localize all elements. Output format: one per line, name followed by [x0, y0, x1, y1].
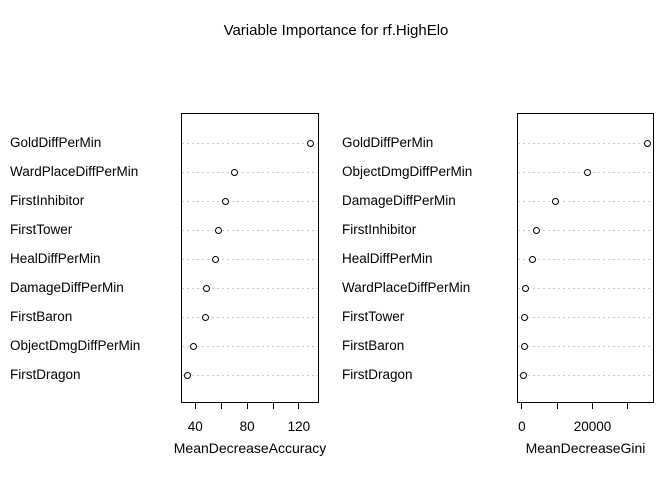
data-point: [203, 284, 211, 292]
data-point: [533, 226, 541, 234]
x-tick-label: 120: [287, 419, 311, 434]
x-tick-label: 20000: [573, 419, 612, 434]
x-tick: [272, 403, 274, 409]
gridline: [518, 288, 653, 289]
category-label: ObjectDmgDiffPerMin: [10, 338, 141, 353]
x-tick: [194, 403, 196, 409]
category-label: DamageDiffPerMin: [342, 193, 456, 208]
category-label: FirstTower: [10, 222, 73, 237]
data-point: [584, 168, 592, 176]
category-label: HealDiffPerMin: [342, 251, 433, 266]
x-axis-label: MeanDecreaseGini: [525, 440, 646, 456]
category-label: FirstInhibitor: [10, 193, 85, 208]
x-tick: [298, 403, 300, 409]
gridline: [518, 201, 653, 202]
x-axis-label: MeanDecreaseAccuracy: [173, 440, 327, 456]
category-label: ObjectDmgDiffPerMin: [342, 164, 473, 179]
data-point: [520, 342, 528, 350]
data-point: [552, 197, 560, 205]
gridline: [182, 317, 318, 318]
x-tick: [627, 403, 629, 409]
data-point: [520, 371, 528, 379]
data-point: [212, 255, 220, 263]
category-label: FirstDragon: [342, 367, 413, 382]
gridline: [182, 346, 318, 347]
data-point: [190, 342, 198, 350]
gridline: [518, 375, 653, 376]
gridline: [182, 375, 318, 376]
x-tick-label: 80: [239, 419, 255, 434]
x-tick: [592, 403, 594, 409]
category-label: HealDiffPerMin: [10, 251, 101, 266]
data-point: [307, 139, 315, 147]
category-label: FirstBaron: [10, 309, 73, 324]
data-point: [521, 313, 529, 321]
gridline: [518, 259, 653, 260]
x-tick-label: 40: [187, 419, 203, 434]
data-point: [529, 255, 537, 263]
gridline: [182, 172, 318, 173]
data-point: [221, 197, 229, 205]
x-tick: [521, 403, 523, 409]
category-label: DamageDiffPerMin: [10, 280, 124, 295]
x-tick: [556, 403, 558, 409]
category-label: WardPlaceDiffPerMin: [10, 164, 139, 179]
gridline: [182, 259, 318, 260]
category-label: WardPlaceDiffPerMin: [342, 280, 471, 295]
gridline: [182, 288, 318, 289]
gridline: [182, 201, 318, 202]
data-point: [183, 371, 191, 379]
data-point: [215, 226, 223, 234]
category-label: FirstTower: [342, 309, 405, 324]
x-tick-label: 0: [518, 419, 526, 434]
data-point: [644, 139, 652, 147]
plot-panel: [181, 113, 319, 403]
gridline: [182, 230, 318, 231]
category-label: FirstInhibitor: [342, 222, 417, 237]
gridline: [182, 143, 318, 144]
gridline: [518, 346, 653, 347]
category-label: GoldDiffPerMin: [342, 135, 434, 150]
plot-panel: [517, 113, 654, 403]
data-point: [202, 313, 210, 321]
data-point: [521, 284, 529, 292]
category-label: GoldDiffPerMin: [10, 135, 102, 150]
chart-title: Variable Importance for rf.HighElo: [223, 22, 449, 39]
category-label: FirstDragon: [10, 367, 81, 382]
gridline: [518, 230, 653, 231]
x-tick: [246, 403, 248, 409]
x-tick: [220, 403, 222, 409]
gridline: [518, 317, 653, 318]
gridline: [518, 143, 653, 144]
category-label: FirstBaron: [342, 338, 405, 353]
data-point: [230, 168, 238, 176]
